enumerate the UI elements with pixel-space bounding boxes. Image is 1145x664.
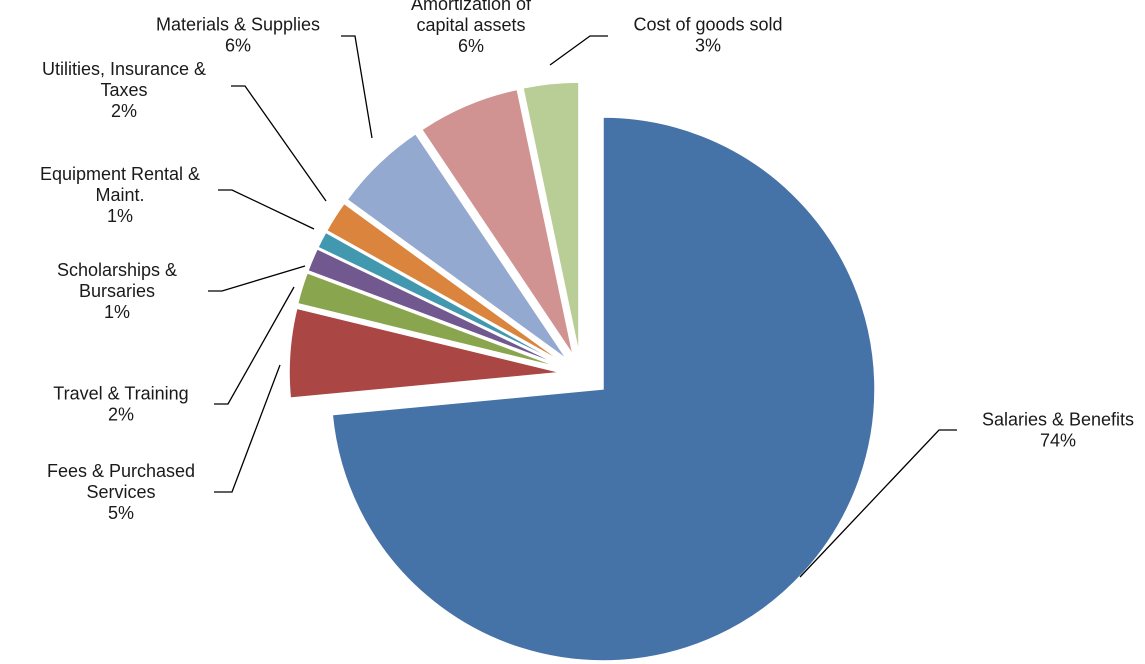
- leader-lines-layer: [208, 35, 957, 578]
- pie-slice-3: [296, 271, 563, 369]
- slice-value-label: 1%: [107, 206, 133, 226]
- slice-category-label: Taxes: [100, 80, 147, 100]
- pie-slice-8: [420, 88, 574, 356]
- slice-category-label: Services: [86, 482, 155, 502]
- slices-layer: [288, 81, 876, 662]
- pie-slice-5: [316, 231, 564, 366]
- slice-category-label: Equipment Rental &: [40, 164, 200, 184]
- slice-value-label: 5%: [108, 503, 134, 523]
- slice-label-6: Utilities, Insurance & Taxes 2%: [42, 59, 206, 121]
- pie-slice-9: [522, 81, 580, 355]
- slice-value-label: 2%: [111, 101, 137, 121]
- leader-line-2: [214, 364, 281, 493]
- pie-slice-7: [346, 132, 568, 361]
- leader-line-5: [218, 189, 315, 230]
- slice-label-2: Fees & Purchased Services 5%: [47, 461, 195, 523]
- leader-line-4: [208, 265, 306, 292]
- slice-label-4: Scholarships & Bursaries 1%: [57, 260, 177, 322]
- slice-category-label: Cost of goods sold: [633, 14, 782, 34]
- slice-value-label: 6%: [458, 36, 484, 56]
- slice-value-label: 3%: [695, 35, 721, 55]
- leader-line-3: [214, 286, 295, 405]
- slice-category-label: Utilities, Insurance &: [42, 59, 206, 79]
- slice-value-label: 6%: [225, 35, 251, 55]
- leader-line-7: [341, 35, 373, 139]
- slice-category-label: Materials & Supplies: [156, 14, 320, 34]
- slice-category-label: Travel & Training: [53, 383, 188, 403]
- slice-category-label: Salaries & Benefits: [982, 409, 1134, 429]
- pie-slice-2: [288, 307, 562, 399]
- slice-category-label: capital assets: [416, 15, 525, 35]
- pie-slice-4: [306, 247, 563, 367]
- slice-category-label: Fees & Purchased: [47, 461, 195, 481]
- leader-line-1: [799, 429, 957, 578]
- slice-label-9: Cost of goods sold 3%: [633, 14, 782, 55]
- leader-line-9: [549, 35, 608, 66]
- leader-line-6: [231, 85, 327, 202]
- slice-value-label: 74%: [1040, 430, 1076, 450]
- slice-label-7: Materials & Supplies 6%: [156, 14, 320, 55]
- slice-category-label: Maint.: [95, 185, 144, 205]
- slice-label-3: Travel & Training 2%: [53, 383, 188, 424]
- slice-value-label: 2%: [108, 404, 134, 424]
- slice-label-5: Equipment Rental & Maint. 1%: [40, 164, 200, 226]
- slice-category-label: Scholarships &: [57, 260, 177, 280]
- slice-label-8: Amortization of capital assets 6%: [411, 0, 532, 56]
- slice-category-label: Amortization of: [411, 0, 532, 14]
- slice-label-1: Salaries & Benefits 74%: [982, 409, 1134, 450]
- labels-layer: Salaries & Benefits 74% Fees & Purchased Se…: [40, 0, 1134, 523]
- slice-value-label: 1%: [104, 302, 130, 322]
- pie-slice-6: [325, 202, 565, 364]
- slice-category-label: Bursaries: [79, 281, 155, 301]
